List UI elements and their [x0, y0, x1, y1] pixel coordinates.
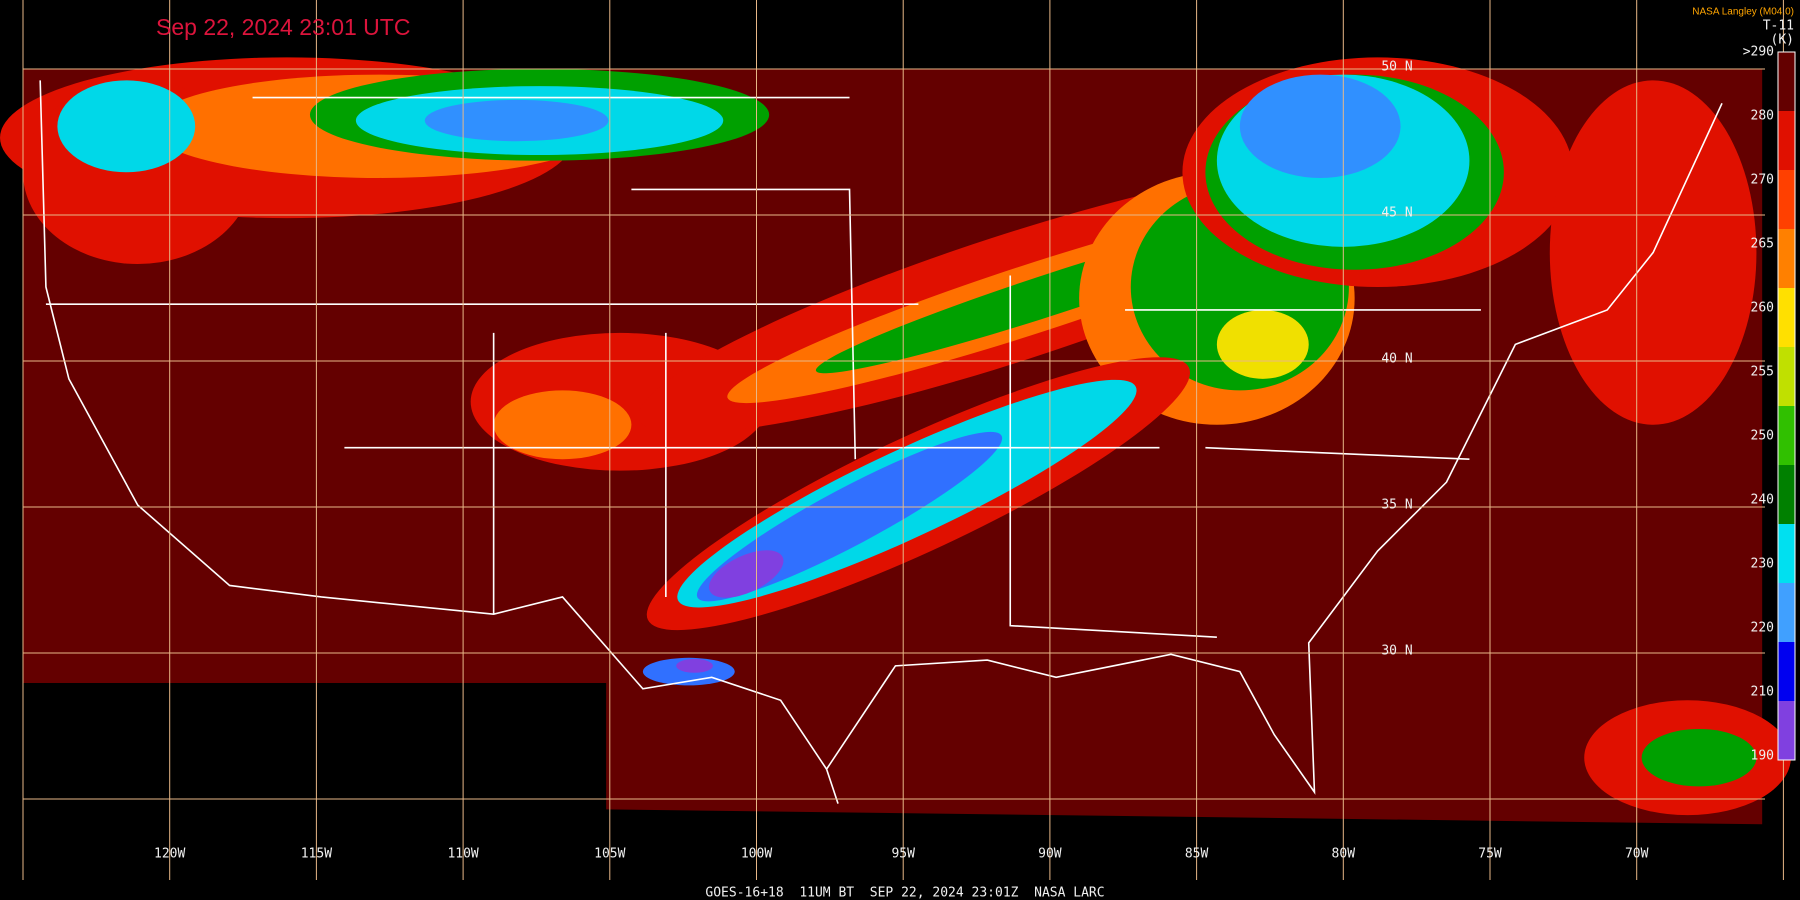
channel: T-11 [1763, 19, 1794, 34]
colorbar-swatch [1778, 288, 1795, 347]
cloud [57, 80, 196, 173]
colorbar-label: 280 [1751, 109, 1774, 124]
longitude-label: 95W [891, 847, 915, 862]
latitude-label: 30 N [1381, 644, 1412, 659]
colorbar-label: 255 [1751, 365, 1774, 380]
longitude-label: 70W [1625, 847, 1649, 862]
colorbar-label: 265 [1751, 237, 1774, 252]
colorbar-swatch [1778, 229, 1795, 288]
colorbar-label: 190 [1751, 749, 1774, 764]
cloud [424, 99, 609, 142]
cloud [493, 390, 632, 460]
longitude-label: 120W [154, 847, 185, 862]
colorbar-label: >290 [1743, 45, 1774, 60]
unit: (K) [1771, 33, 1794, 48]
colorbar-swatch [1778, 111, 1795, 170]
colorbar-swatch [1778, 583, 1795, 642]
colorbar-label: 250 [1751, 429, 1774, 444]
colorbar-label: 260 [1751, 301, 1774, 316]
source: NASA Langley (M04.0) [1692, 7, 1794, 18]
title: Sep 22, 2024 23:01 UTC [156, 14, 410, 40]
cloud [676, 658, 713, 673]
colorbar-swatch [1778, 524, 1795, 583]
cloud [1239, 74, 1401, 178]
colorbar-label: 230 [1751, 557, 1774, 572]
longitude-label: 80W [1332, 847, 1356, 862]
colorbar-swatch [1778, 406, 1795, 465]
colorbar-swatch [1778, 642, 1795, 701]
cloud [1216, 309, 1309, 379]
latitude-label: 45 N [1381, 206, 1412, 221]
longitude-label: 105W [594, 847, 625, 862]
graticule: 120W 115W 110W 105W 100W 95W 90W 85W 80W 75W 70W 50… [22, 0, 1784, 880]
colorbar-swatch [1778, 52, 1795, 111]
latitude-label: 35 N [1381, 498, 1412, 513]
cloud [1641, 728, 1757, 787]
latitude-label: 50 N [1381, 60, 1412, 75]
colorbar-swatch [1778, 170, 1795, 229]
longitude-label: 100W [741, 847, 772, 862]
colorbar-label: 270 [1751, 173, 1774, 188]
cloud [708, 550, 784, 598]
colorbar-swatch [1778, 701, 1795, 760]
colorbar-swatch [1778, 347, 1795, 406]
longitude-label: 110W [447, 847, 478, 862]
colorbar-swatch [1778, 465, 1795, 524]
longitude-label: 115W [301, 847, 332, 862]
latitude-label: 40 N [1381, 352, 1412, 367]
imagery [0, 57, 1791, 825]
longitude-label: 90W [1038, 847, 1062, 862]
footer: GOES-16+18 11UM BT SEP 22, 2024 23:01Z N… [705, 886, 1104, 900]
longitude-label: 85W [1185, 847, 1209, 862]
colorbar-frame [1777, 51, 1796, 761]
longitude-label: 75W [1478, 847, 1502, 862]
colorbar: >290 280 270 265 260 255 250 240 230 220 210 190 [1743, 45, 1796, 764]
colorbar-label: 240 [1751, 493, 1774, 508]
state-border [45, 96, 1481, 638]
colorbar-label: 220 [1751, 621, 1774, 636]
colorbar-label: 210 [1751, 685, 1774, 700]
